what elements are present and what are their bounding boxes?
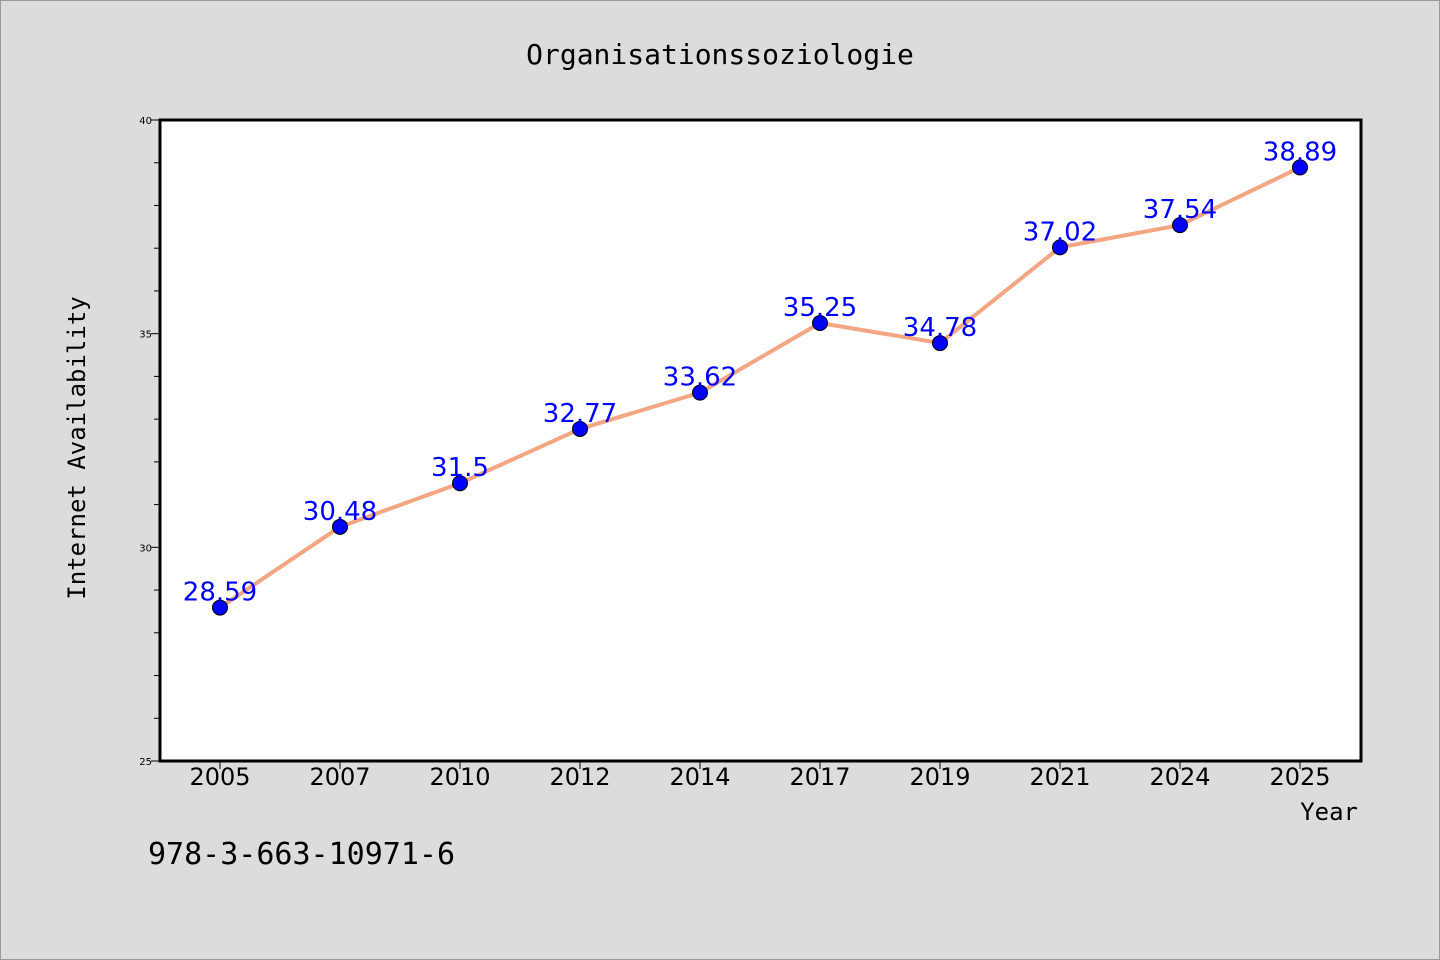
data-point: [452, 475, 468, 492]
x-tick-label: 2012: [549, 763, 610, 791]
data-label: 33.62: [663, 363, 737, 393]
x-tick-label: 2024: [1149, 763, 1210, 791]
data-label: 34.78: [903, 313, 977, 343]
y-tick-label: 40: [139, 116, 152, 127]
x-axis-ticks: 2005 2007 2010 2012 2014 2017 2019 2021 2024 2025: [189, 761, 1331, 791]
data-label: 28.59: [183, 578, 257, 608]
x-tick-label: 2007: [309, 763, 370, 791]
data-label: 37.02: [1023, 217, 1097, 247]
data-point: [692, 384, 708, 401]
x-tick-label: 2025: [1269, 763, 1330, 791]
y-axis-ticks: 25 30 35 40: [139, 116, 160, 768]
data-labels: 28.59 30.48 31.5 32.77 33.62 35.25 34.78 37.02 3…: [183, 137, 1337, 607]
data-point: [1172, 217, 1188, 234]
x-tick-label: 2014: [669, 763, 730, 791]
data-label: 38.89: [1263, 137, 1337, 167]
data-point: [932, 335, 948, 352]
chart-title: Organisationssoziologie: [526, 38, 914, 71]
data-point: [572, 420, 588, 437]
y-tick-label: 25: [139, 757, 152, 768]
data-point: [332, 518, 348, 535]
series-line: [218, 165, 1302, 610]
y-tick-label: 35: [139, 330, 152, 341]
data-point: [212, 599, 228, 616]
data-label: 32.77: [543, 399, 617, 429]
data-point: [812, 314, 828, 331]
data-point: [1052, 239, 1068, 256]
x-axis-label: Year: [1300, 798, 1358, 826]
series-markers: [212, 159, 1308, 616]
isbn-footer: 978-3-663-10971-6: [148, 837, 455, 872]
data-point: [1292, 159, 1308, 176]
x-tick-label: 2019: [909, 763, 970, 791]
x-tick-label: 2005: [189, 763, 250, 791]
x-tick-label: 2017: [789, 763, 850, 791]
x-tick-label: 2021: [1029, 763, 1090, 791]
data-label: 37.54: [1143, 195, 1217, 225]
series-line-group: [218, 165, 1302, 610]
data-label: 31.5: [431, 453, 489, 483]
y-axis-label: Internet Availability: [63, 296, 91, 599]
data-label: 30.48: [303, 497, 377, 527]
data-label: 35.25: [783, 293, 857, 323]
y-tick-label: 30: [139, 543, 152, 554]
x-tick-label: 2010: [429, 763, 490, 791]
